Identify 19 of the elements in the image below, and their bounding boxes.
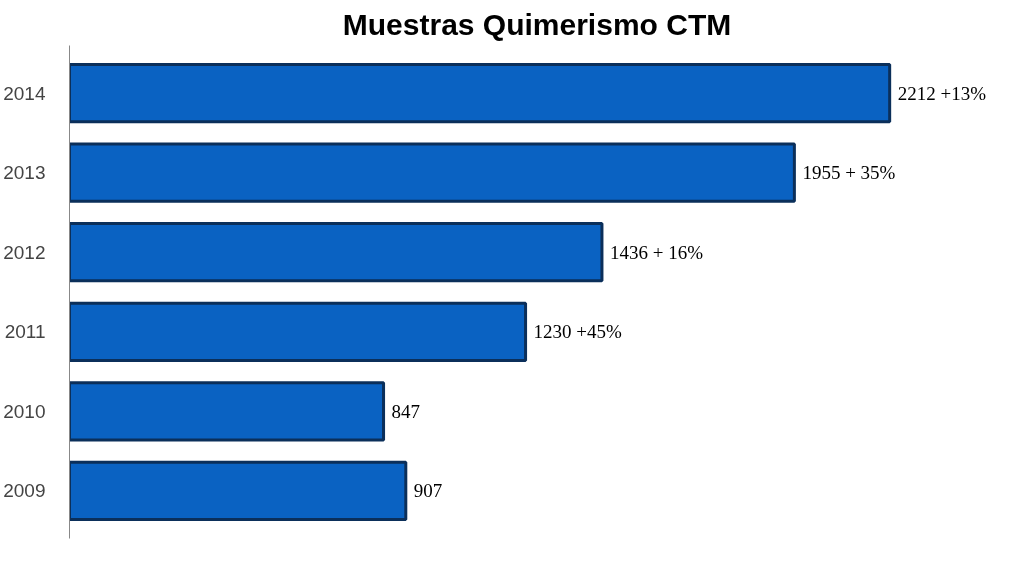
bar bbox=[69, 460, 408, 521]
y-tick-label: 2011 bbox=[4, 321, 46, 343]
y-tick-label: 2013 bbox=[3, 162, 46, 184]
y-tick-label: 2012 bbox=[3, 241, 46, 263]
bar bbox=[69, 301, 528, 362]
y-tick-label: 2014 bbox=[3, 82, 46, 104]
chart-title: Muestras Quimerismo CTM bbox=[342, 7, 732, 41]
data-label: 2212 +13% bbox=[897, 82, 987, 104]
data-label: 907 bbox=[413, 480, 443, 502]
y-tick-label: 2009 bbox=[3, 480, 46, 502]
bar bbox=[69, 222, 604, 283]
data-label: 1955 + 35% bbox=[802, 162, 896, 184]
data-label: 1436 + 16% bbox=[609, 241, 704, 263]
bar bbox=[69, 381, 386, 442]
y-tick-label: 2010 bbox=[3, 400, 46, 422]
data-label: 847 bbox=[391, 400, 421, 422]
bar bbox=[69, 142, 796, 203]
data-label: 1230 +45% bbox=[533, 321, 623, 343]
bar bbox=[69, 63, 892, 124]
